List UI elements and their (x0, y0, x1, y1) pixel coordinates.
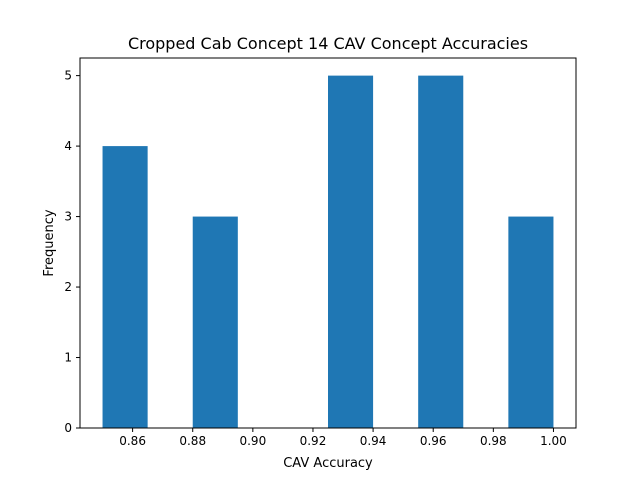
x-tick-label: 0.90 (239, 434, 266, 448)
y-tick-label: 3 (64, 210, 72, 224)
y-axis-ticks: 0 1 2 3 4 5 (64, 69, 80, 435)
bars-group (102, 75, 554, 428)
y-tick-label: 0 (64, 421, 72, 435)
x-tick-label: 0.88 (179, 434, 206, 448)
histogram-bar (508, 216, 554, 428)
y-tick-label: 5 (64, 69, 72, 83)
x-axis-ticks: 0.86 0.88 0.90 0.92 0.94 0.96 0.98 1.00 (119, 428, 567, 448)
histogram-bar (102, 146, 148, 428)
chart-title: Cropped Cab Concept 14 CAV Concept Accur… (128, 34, 528, 53)
y-tick-label: 4 (64, 139, 72, 153)
x-tick-label: 1.00 (540, 434, 567, 448)
plot-frame (79, 57, 577, 429)
x-axis-label: CAV Accuracy (283, 456, 373, 471)
x-tick-label: 0.86 (119, 434, 146, 448)
histogram-bar (192, 216, 238, 428)
x-tick-label: 0.98 (480, 434, 507, 448)
x-tick-label: 0.96 (420, 434, 447, 448)
x-tick-label: 0.92 (300, 434, 327, 448)
y-tick-label: 1 (64, 351, 72, 365)
y-tick-label: 2 (64, 280, 72, 294)
x-tick-label: 0.94 (360, 434, 387, 448)
histogram-bar (328, 75, 374, 428)
y-axis-label: Frequency (42, 209, 57, 276)
histogram-bar (418, 75, 464, 428)
